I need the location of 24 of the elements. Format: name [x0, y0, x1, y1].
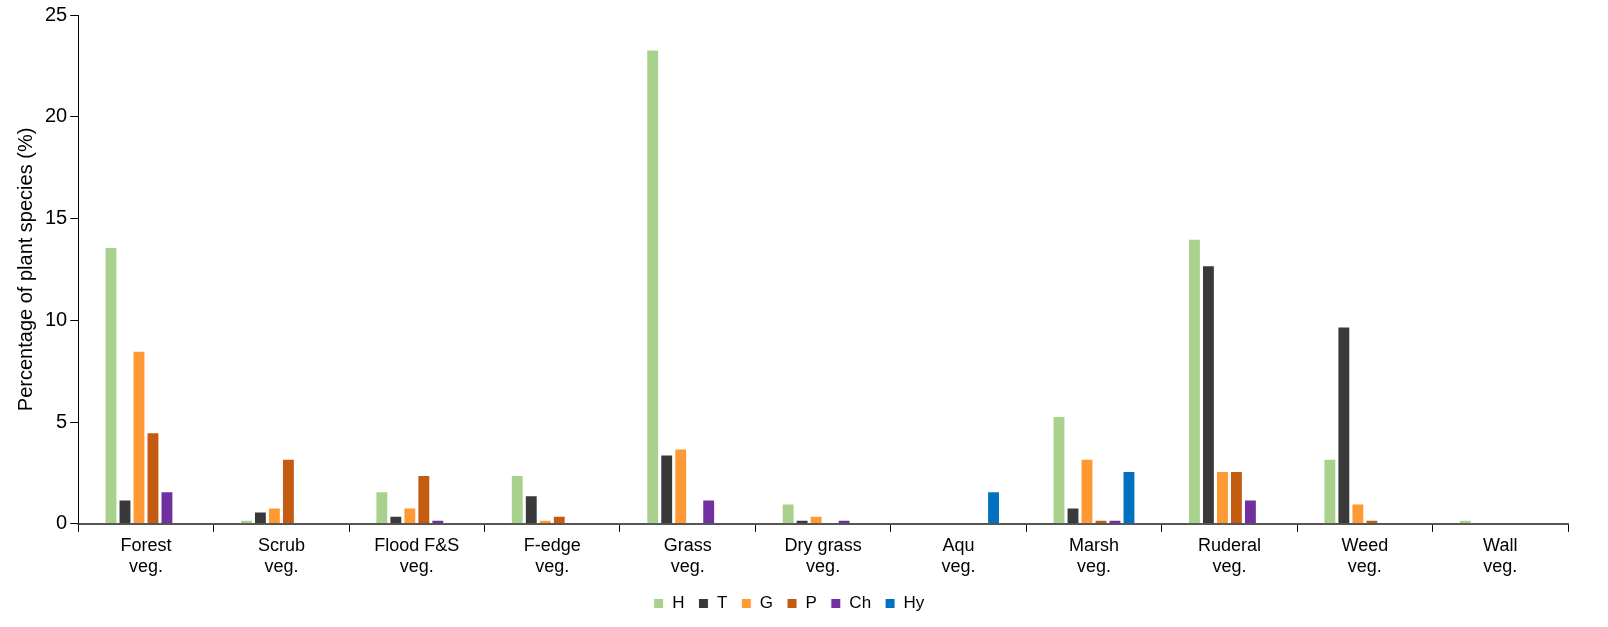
x-tick-label: Ruderal veg. [1197, 534, 1261, 577]
y-tick-label: 20 [45, 104, 68, 127]
legend-label: H [672, 593, 685, 613]
x-tick-label: Wall veg. [1483, 534, 1518, 577]
x-tick-label: Grass veg. [663, 534, 712, 577]
y-tick-label: 5 [56, 409, 68, 432]
x-tick-label: Dry grass veg. [784, 534, 862, 577]
x-tick-label: Aqu veg. [941, 534, 976, 577]
y-tick-label: 0 [56, 511, 68, 534]
legend-label: Ch [849, 593, 872, 613]
x-tick-label: Weed veg. [1341, 534, 1389, 577]
legend-label: P [805, 593, 817, 613]
x-tick-label: Flood F&S veg. [374, 534, 460, 577]
y-tick-label: 15 [45, 206, 68, 229]
y-axis-title: Percentage of plant species (%) [13, 127, 36, 412]
x-tick-label: F-edge veg. [523, 534, 581, 577]
x-tick-label: Marsh veg. [1068, 534, 1119, 577]
x-tick-label: Forest veg. [120, 534, 172, 577]
legend-label: G [759, 593, 774, 613]
x-tick-label: Scrub veg. [257, 534, 305, 577]
legend-label: T [716, 593, 728, 613]
legend-label: Hy [903, 593, 925, 613]
y-tick-label: 10 [45, 307, 68, 330]
y-tick-label: 25 [45, 2, 68, 25]
